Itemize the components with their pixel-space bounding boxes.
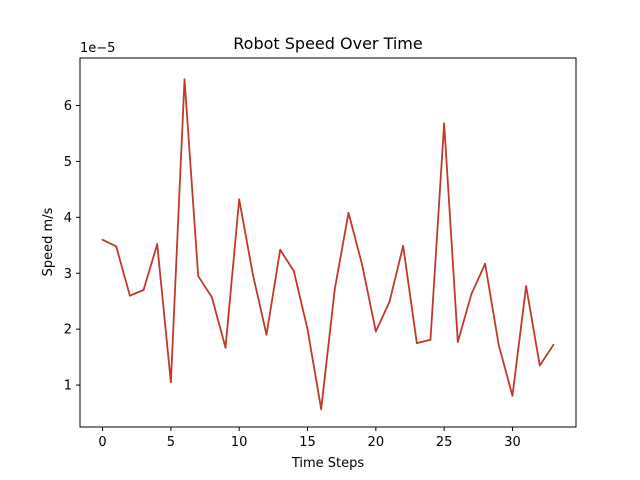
x-tick-label: 10 [231, 435, 248, 450]
data-point [374, 330, 377, 333]
data-point [347, 211, 350, 214]
y-axis-offset-label: 1e−5 [80, 41, 115, 56]
data-point [538, 364, 541, 367]
data-point [361, 263, 364, 266]
y-tick-label: 3 [64, 267, 72, 282]
data-point [210, 296, 213, 299]
data-point [224, 346, 227, 349]
data-point [511, 394, 514, 397]
x-tick-label: 30 [504, 435, 521, 450]
data-point [552, 343, 555, 346]
data-point [169, 381, 172, 384]
x-tick-label: 0 [98, 435, 106, 450]
data-point [128, 294, 131, 297]
data-point [265, 333, 268, 336]
data-point [402, 244, 405, 247]
y-tick-label: 4 [64, 211, 72, 226]
data-point [484, 262, 487, 265]
data-point [333, 288, 336, 290]
y-tick-label: 2 [64, 323, 72, 338]
chart-title: Robot Speed Over Time [233, 34, 422, 53]
series-layer [101, 78, 555, 411]
data-point [115, 245, 118, 248]
data-point [388, 300, 391, 303]
data-point [197, 275, 200, 277]
data-point [238, 198, 241, 201]
data-point [429, 338, 432, 341]
x-tick-label: 5 [167, 435, 175, 450]
data-point [497, 344, 500, 347]
data-point [142, 289, 145, 291]
y-tick-label: 6 [64, 99, 72, 114]
x-axis-ticks: 0 5 10 15 20 25 30 [98, 427, 521, 450]
y-tick-label: 1 [64, 379, 72, 394]
data-point [456, 341, 459, 343]
x-tick-label: 25 [436, 435, 453, 450]
plot-area [80, 58, 576, 427]
data-point [183, 78, 186, 81]
data-point [320, 408, 323, 411]
data-point [251, 273, 254, 276]
plot-frame [79, 57, 577, 428]
x-tick-label: 20 [368, 435, 385, 450]
data-point [279, 248, 282, 251]
data-point [415, 342, 418, 345]
data-point [101, 238, 104, 241]
y-axis-ticks: 1 2 3 4 5 6 [64, 99, 80, 394]
speed-series-line [102, 78, 555, 411]
data-point [292, 270, 295, 272]
x-tick-label: 15 [299, 435, 316, 450]
x-axis-label: Time Steps [291, 456, 365, 471]
data-point [443, 122, 446, 125]
data-point [470, 293, 473, 295]
y-tick-label: 5 [64, 155, 72, 170]
data-point [525, 285, 528, 288]
data-point [156, 243, 159, 246]
y-axis-label: Speed m/s [41, 207, 56, 276]
data-point [306, 328, 309, 331]
